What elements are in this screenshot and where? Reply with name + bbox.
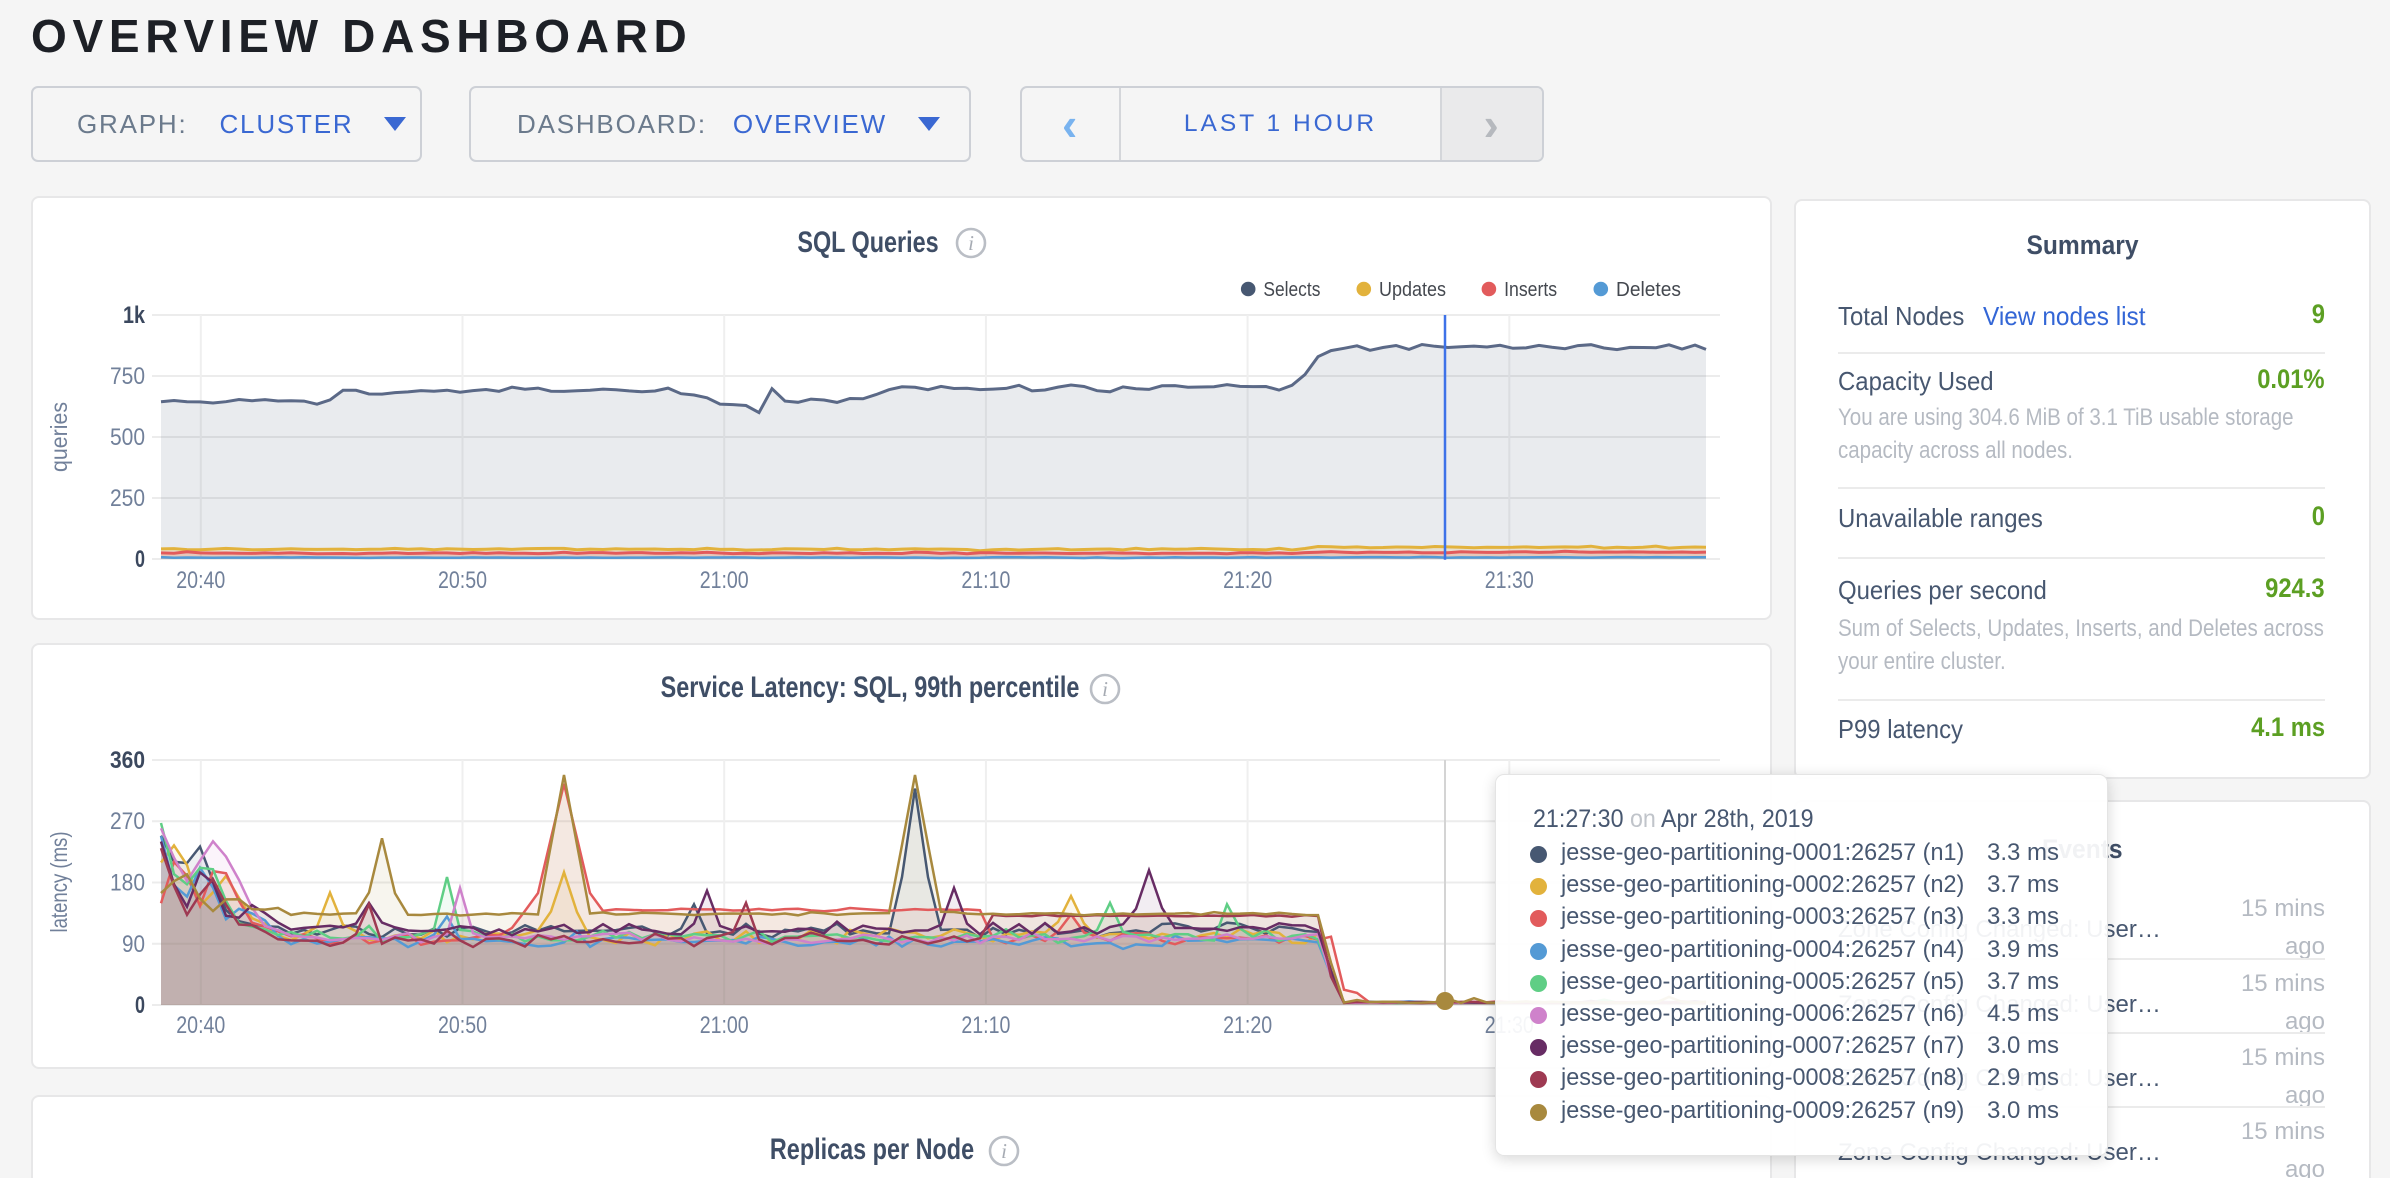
svg-text:250: 250 bbox=[110, 485, 145, 512]
svg-text:500: 500 bbox=[110, 424, 145, 451]
svg-text:latency (ms): latency (ms) bbox=[46, 832, 72, 933]
svg-text:Updates: Updates bbox=[1379, 279, 1446, 301]
svg-text:360: 360 bbox=[110, 747, 145, 774]
svg-text:20:40: 20:40 bbox=[176, 567, 225, 594]
svg-text:90: 90 bbox=[122, 931, 145, 958]
svg-text:21:00: 21:00 bbox=[700, 567, 749, 594]
svg-text:i: i bbox=[1001, 1139, 1007, 1163]
svg-text:21:10: 21:10 bbox=[961, 1012, 1010, 1039]
svg-text:21:20: 21:20 bbox=[1223, 1012, 1272, 1039]
svg-text:Deletes: Deletes bbox=[1616, 279, 1681, 301]
svg-text:750: 750 bbox=[110, 363, 145, 390]
svg-text:0: 0 bbox=[135, 546, 145, 573]
svg-text:0: 0 bbox=[135, 992, 145, 1019]
svg-text:i: i bbox=[968, 231, 974, 255]
svg-text:180: 180 bbox=[110, 870, 145, 897]
svg-text:i: i bbox=[1102, 677, 1108, 701]
svg-text:21:20: 21:20 bbox=[1223, 567, 1272, 594]
svg-text:20:50: 20:50 bbox=[438, 1012, 487, 1039]
svg-text:Inserts: Inserts bbox=[1504, 279, 1557, 301]
svg-text:20:40: 20:40 bbox=[176, 1012, 225, 1039]
svg-text:queries: queries bbox=[46, 402, 72, 472]
svg-text:Selects: Selects bbox=[1263, 279, 1320, 301]
svg-text:1k: 1k bbox=[123, 302, 146, 329]
svg-text:21:00: 21:00 bbox=[700, 1012, 749, 1039]
svg-text:21:10: 21:10 bbox=[961, 567, 1010, 594]
svg-text:270: 270 bbox=[110, 808, 145, 835]
svg-text:20:50: 20:50 bbox=[438, 567, 487, 594]
svg-text:21:30: 21:30 bbox=[1485, 567, 1534, 594]
